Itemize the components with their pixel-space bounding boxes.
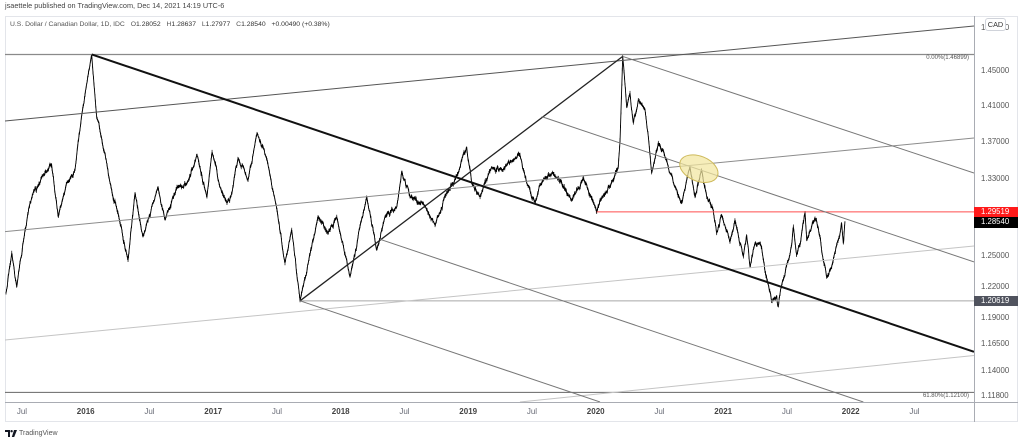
upper-rising-channel-line[interactable] xyxy=(5,25,974,122)
time-axis-divider xyxy=(5,402,1018,403)
price-tick: 1.22000 xyxy=(981,281,1010,291)
ohlc-low: L1.27977 xyxy=(202,21,230,28)
drawing-tools-layer[interactable] xyxy=(5,25,974,402)
time-tick: Jul xyxy=(526,407,538,416)
time-tick: 2019 xyxy=(459,407,478,416)
annotation-layer[interactable] xyxy=(676,150,722,188)
symbol-legend: U.S. Dollar / Canadian Dollar, 1D, IDC O… xyxy=(10,20,330,29)
time-tick: Jul xyxy=(399,407,410,416)
time-tick: Jul xyxy=(909,407,920,416)
high-value: 1.28637 xyxy=(171,21,196,28)
price-bars xyxy=(5,54,845,308)
open-label: O xyxy=(130,21,137,28)
time-tick: 2018 xyxy=(331,407,350,416)
price-tick: 1.16500 xyxy=(981,339,1010,349)
price-tick: 1.11800 xyxy=(981,390,1009,400)
fib-level-label-61-8: 61.80%(1.12100) xyxy=(922,392,969,399)
price-tick: 1.41000 xyxy=(981,100,1010,110)
bottom-rising-channel-line[interactable] xyxy=(519,354,974,402)
price-tick: 1.19000 xyxy=(981,312,1010,322)
main-downtrend-line[interactable] xyxy=(91,53,974,353)
lower-rising-channel-line[interactable] xyxy=(5,245,974,341)
highlight-ellipse[interactable] xyxy=(676,150,722,188)
last-price-label: 1.28540 xyxy=(974,217,1018,228)
time-tick: Jul xyxy=(781,407,793,416)
tradingview-logo-icon xyxy=(5,429,17,437)
open-value: 1.28052 xyxy=(136,21,161,28)
parallel-line-from-2020-high[interactable] xyxy=(622,55,974,174)
low-label: L xyxy=(201,21,206,28)
price-tick: 1.45000 xyxy=(981,65,1010,75)
middle-rising-channel-line[interactable] xyxy=(5,137,974,233)
price-line xyxy=(5,54,846,308)
tradingview-brand[interactable]: TradingView xyxy=(5,428,58,438)
close-value: 1.28540 xyxy=(241,21,266,28)
ohlc-high: H1.28637 xyxy=(167,21,197,28)
parallel-line-25pct[interactable] xyxy=(379,238,864,402)
high-label: H xyxy=(166,21,172,28)
close-label: C xyxy=(236,21,242,28)
low-value: 1.27977 xyxy=(205,21,231,28)
resistance-price-label: 1.29519 xyxy=(974,206,1018,218)
parallel-line-from-2017-low[interactable] xyxy=(299,300,601,402)
price-tick: 1.25000 xyxy=(981,251,1010,261)
price-tick: 1.33000 xyxy=(981,173,1010,183)
time-tick: 2016 xyxy=(76,407,95,416)
time-tick: Jul xyxy=(16,407,28,416)
ohlc-close: C1.28540 xyxy=(236,21,266,28)
time-tick: Jul xyxy=(271,407,283,416)
price-change: +0.00490 (+0.38%) xyxy=(271,21,330,28)
time-tick: Jul xyxy=(144,407,155,416)
time-tick: 2021 xyxy=(714,407,733,416)
brand-name: TradingView xyxy=(19,429,58,437)
publish-info: jsaettele published on TradingView.com, … xyxy=(5,1,225,10)
time-tick: Jul xyxy=(654,407,665,416)
support-price-label: 1.20619 xyxy=(974,295,1018,307)
currency-badge[interactable]: CAD xyxy=(985,18,1006,31)
price-series xyxy=(5,54,846,308)
symbol-title: U.S. Dollar / Canadian Dollar, 1D, IDC xyxy=(10,21,125,28)
time-axis[interactable] xyxy=(5,402,1018,422)
price-tick: 1.14000 xyxy=(981,366,1010,376)
price-tick: 1.37000 xyxy=(981,136,1010,146)
time-tick: 2020 xyxy=(586,407,605,416)
ohlc-open: O1.28052 xyxy=(131,21,161,28)
time-tick: 2022 xyxy=(841,407,860,416)
parallel-line-75pct[interactable] xyxy=(541,116,974,263)
fib-level-label-0: 0.00%(1.46899) xyxy=(926,54,969,61)
time-tick: 2017 xyxy=(204,407,223,416)
